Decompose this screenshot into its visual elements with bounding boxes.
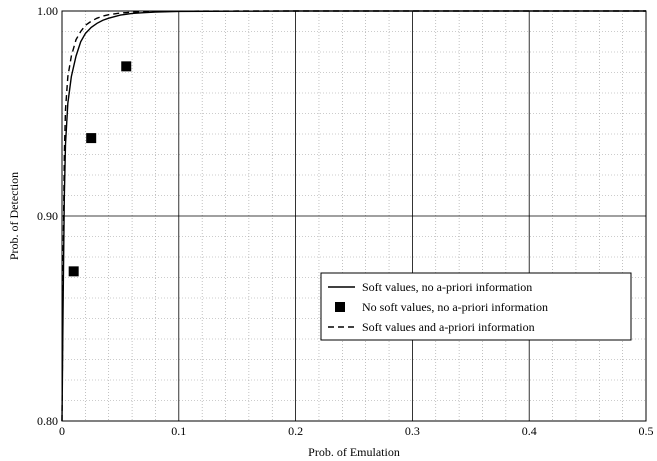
major-grid — [62, 11, 646, 421]
data-point-marker — [68, 266, 79, 277]
legend-label: Soft values, no a-priori information — [362, 280, 532, 294]
legend-label: Soft values and a-priori information — [362, 320, 535, 334]
x-tick-label: 0.2 — [288, 424, 303, 438]
legend-marker-square — [335, 302, 345, 312]
x-tick-label: 0 — [59, 424, 65, 438]
data-point-marker — [86, 133, 97, 144]
y-tick-label: 1.00 — [37, 4, 58, 18]
legend: Soft values, no a-priori information No s… — [320, 272, 632, 341]
y-tick-label: 0.90 — [37, 209, 58, 223]
x-tick-label: 0.3 — [405, 424, 420, 438]
x-tick-label: 0.1 — [171, 424, 186, 438]
ticks-layer: 0 0.1 0.2 0.3 0.4 0.5 0.80 0.90 1.00 — [37, 4, 654, 438]
plot-frame — [61, 10, 647, 422]
y-tick-label: 0.80 — [37, 414, 58, 428]
data-point-marker — [121, 61, 132, 72]
x-tick-label: 0.4 — [522, 424, 537, 438]
legend-box — [320, 272, 632, 341]
y-axis-label: Prob. of Detection — [7, 172, 21, 260]
x-tick-label: 0.5 — [639, 424, 654, 438]
legend-label: No soft values, no a-priori information — [362, 300, 548, 314]
x-axis-label: Prob. of Emulation — [308, 445, 400, 459]
